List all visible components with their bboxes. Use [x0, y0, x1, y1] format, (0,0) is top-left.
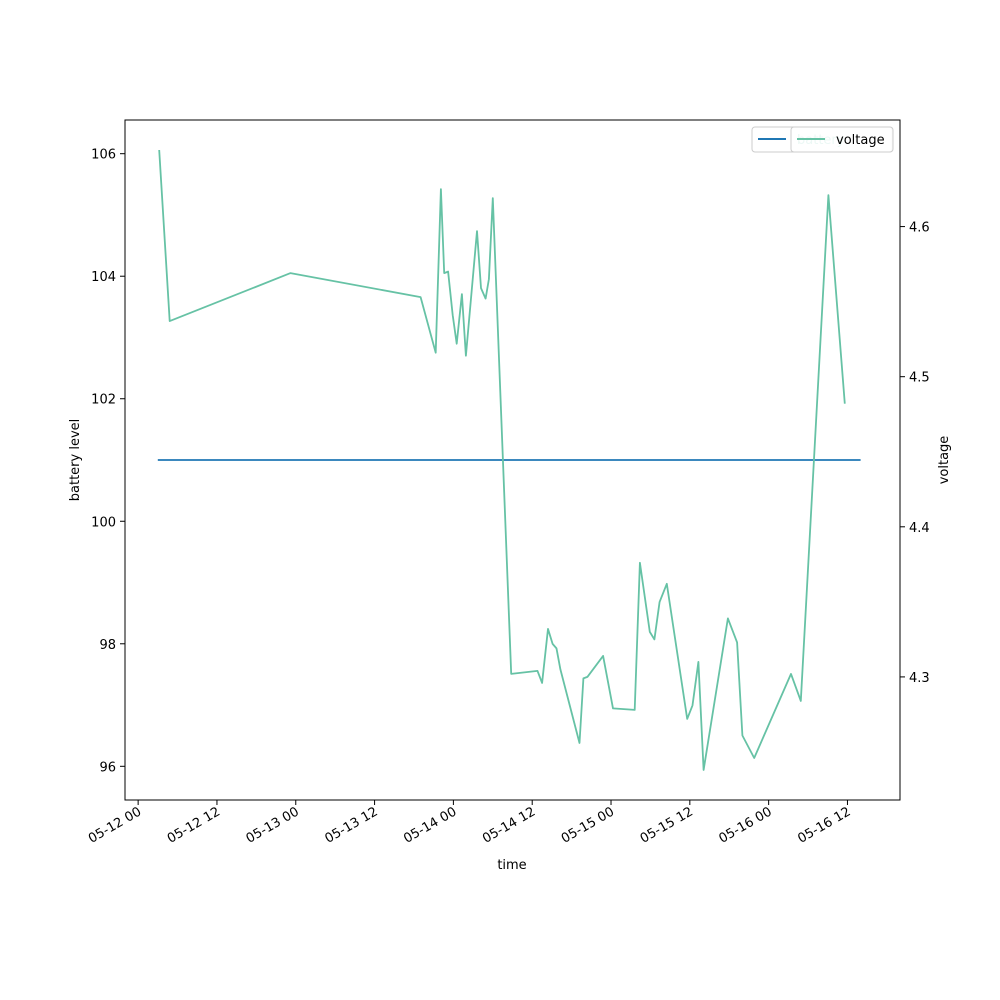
y-right-tick-label: 4.6: [909, 221, 930, 236]
y-right-axis-label: voltage: [937, 436, 952, 485]
y-left-tick-label: 104: [91, 270, 116, 285]
legend-voltage: voltage: [790, 126, 894, 153]
y-left-axis-ticks: 96 98 100 102 104 106: [91, 148, 125, 775]
y-right-tick-label: 4.5: [909, 371, 930, 386]
legends: batteryvoltage: [751, 126, 894, 153]
y-right-axis-ticks: 4.3 4.4 4.5 4.6: [900, 221, 930, 686]
legend-box: [790, 126, 894, 153]
y-right-tick-label: 4.3: [909, 671, 930, 686]
y-left-tick-label: 98: [99, 638, 116, 653]
plot-frame: [124, 119, 901, 801]
y-left-tick-label: 96: [99, 760, 116, 775]
y-left-axis-label: battery level: [68, 419, 83, 502]
y-left-tick-label: 106: [91, 148, 116, 163]
series-line-voltage: [158, 149, 846, 771]
plot-content: [157, 149, 861, 771]
y-right-tick-label: 4.4: [909, 521, 930, 536]
x-axis-label: time: [497, 858, 526, 873]
legend-label: voltage: [836, 133, 885, 148]
y-left-tick-label: 100: [91, 515, 116, 530]
y-left-tick-label: 102: [91, 393, 116, 408]
